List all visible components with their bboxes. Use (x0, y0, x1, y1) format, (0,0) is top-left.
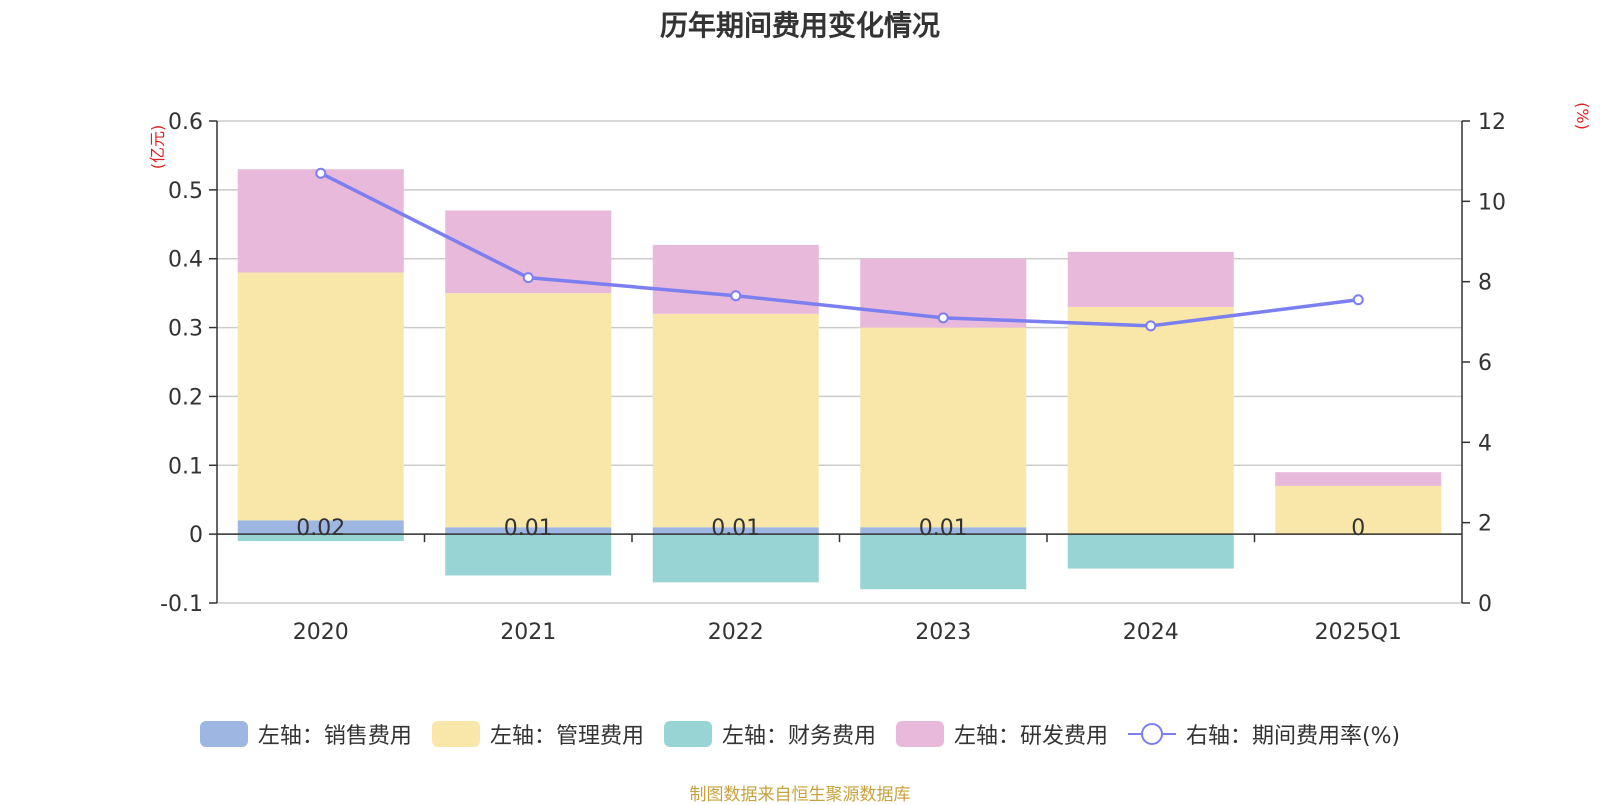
x-tick-label: 2020 (293, 620, 349, 645)
chart-canvas: -0.1 0 0.1 0.2 0.3 0.4 0.5 0.6 0 2 4 6 8 10 12 (亿元) (%) 2… (148, 102, 1592, 645)
legend-swatch (431, 721, 480, 747)
y-right-tick-label: 4 (1478, 431, 1492, 456)
x-tick-label: 2023 (915, 620, 971, 645)
legend-label: 左轴：研发费用 (953, 724, 1108, 749)
line-point (315, 167, 327, 179)
bar-segment (1067, 251, 1234, 307)
y-left-tick-label: 0.6 (168, 110, 203, 135)
legend-swatch (663, 721, 712, 747)
bar-series (237, 169, 1442, 590)
data-label: 0.01 (919, 516, 968, 541)
y-right-tick-label: 12 (1478, 110, 1506, 135)
y-left-tick-label: 0.5 (168, 179, 203, 204)
y-right-tick-label: 6 (1478, 351, 1492, 376)
legend-item[interactable]: 右轴：期间费用率(%) (1127, 718, 1401, 750)
y-right-unit-label: (%) (1573, 102, 1592, 130)
bar-segment (445, 534, 612, 576)
bar-segment (1275, 472, 1442, 486)
y-left-tick-label: 0 (189, 523, 203, 548)
legend-item[interactable]: 左轴：销售费用 (199, 718, 412, 750)
axes: -0.1 0 0.1 0.2 0.3 0.4 0.5 0.6 0 2 4 6 8 10 12 (亿元) (%) 2… (148, 102, 1592, 645)
bar-segment (237, 272, 404, 521)
y-right-tick-label: 10 (1478, 190, 1506, 215)
legend-swatch (895, 721, 944, 747)
data-label: 0.01 (504, 516, 553, 541)
y-left-unit-label: (亿元) (148, 125, 167, 170)
y-left-tick-label: 0.1 (168, 454, 203, 479)
x-tick-label: 2024 (1123, 620, 1179, 645)
x-tick-label: 2022 (708, 620, 764, 645)
bar-segment (237, 520, 404, 535)
source-note: 制图数据来自恒生聚源数据库 (689, 785, 911, 805)
line-path (319, 171, 1359, 328)
bar-segment (652, 527, 819, 535)
legend-line-icon (1127, 723, 1176, 745)
line-point (522, 272, 534, 284)
legend-label: 左轴：财务费用 (721, 724, 876, 749)
data-label: 0 (1351, 516, 1365, 541)
data-label: 0.02 (296, 516, 345, 541)
x-tick-label: 2021 (500, 620, 556, 645)
data-label: 0.01 (711, 516, 760, 541)
y-right-tick-label: 8 (1478, 271, 1492, 296)
y-right-tick-label: 0 (1478, 592, 1492, 617)
bar-segment (445, 527, 612, 535)
line-series (315, 167, 1364, 332)
line-point (730, 290, 742, 302)
bar-segment (652, 534, 819, 583)
bar-segment (860, 527, 1027, 535)
bar-segment (237, 534, 404, 542)
bar-segment (1067, 306, 1234, 535)
data-labels: 0.02 0.01 0.01 0.01 0 (296, 516, 1365, 541)
y-right-tick-label: 2 (1478, 512, 1492, 537)
legend: 左轴：销售费用 左轴：管理费用 左轴：财务费用 左轴：研发费用 右轴：期间费用率(%) (0, 718, 1600, 750)
legend-label: 左轴：管理费用 (489, 724, 644, 749)
legend-swatch (199, 721, 248, 747)
bar-segment (652, 313, 819, 528)
bar-segment (1275, 485, 1442, 535)
legend-label: 右轴：期间费用率(%) (1185, 724, 1401, 749)
line-point (1352, 294, 1364, 306)
y-left-tick-label: -0.1 (160, 592, 203, 617)
bar-segment (1067, 534, 1234, 569)
legend-item[interactable]: 左轴：管理费用 (431, 718, 644, 750)
chart-title: 历年期间费用变化情况 (659, 9, 940, 42)
bar-segment (860, 534, 1027, 590)
bar-segment (860, 327, 1027, 528)
y-left-tick-label: 0.3 (168, 317, 203, 342)
legend-label: 左轴：销售费用 (257, 724, 412, 749)
y-left-tick-label: 0.2 (168, 385, 203, 410)
y-left-tick-label: 0.4 (168, 248, 203, 273)
line-point (1145, 320, 1157, 332)
bar-segment (445, 293, 612, 528)
x-tick-label: 2025Q1 (1315, 620, 1402, 645)
legend-item[interactable]: 左轴：财务费用 (663, 718, 876, 750)
line-point (937, 312, 949, 324)
bar-segment (237, 169, 404, 273)
legend-item[interactable]: 左轴：研发费用 (895, 718, 1108, 750)
